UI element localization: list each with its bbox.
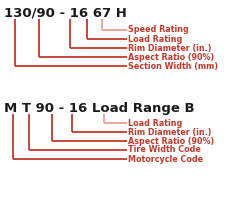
- Text: Motorcycle Code: Motorcycle Code: [128, 155, 203, 163]
- Text: Load Rating: Load Rating: [128, 118, 182, 127]
- Text: Rim Diameter (in.): Rim Diameter (in.): [128, 43, 212, 52]
- Text: Speed Rating: Speed Rating: [128, 26, 189, 34]
- Text: Aspect Ratio (90%): Aspect Ratio (90%): [128, 52, 214, 61]
- Text: M T 90 - 16 Load Range B: M T 90 - 16 Load Range B: [4, 102, 195, 115]
- Text: Aspect Ratio (90%): Aspect Ratio (90%): [128, 137, 214, 146]
- Text: Rim Diameter (in.): Rim Diameter (in.): [128, 127, 212, 137]
- Text: Load Rating: Load Rating: [128, 34, 182, 43]
- Text: Tire Width Code: Tire Width Code: [128, 146, 201, 155]
- Text: 130/90 - 16 67 H: 130/90 - 16 67 H: [4, 7, 127, 20]
- Text: Section Width (mm): Section Width (mm): [128, 61, 218, 71]
